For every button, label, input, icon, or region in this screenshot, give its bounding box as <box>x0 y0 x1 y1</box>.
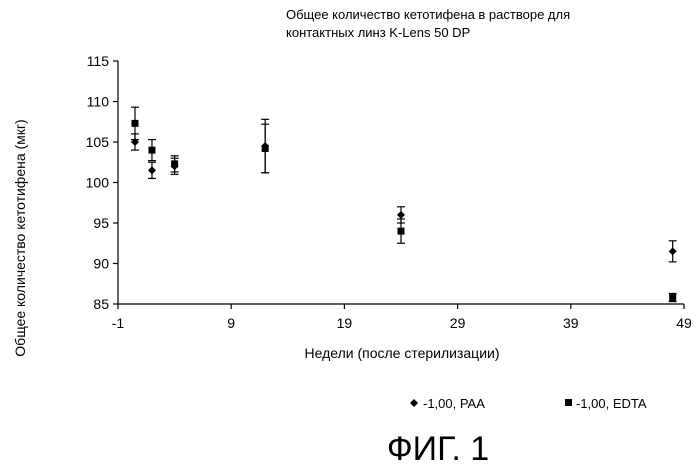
data-point-diamond <box>669 247 677 255</box>
data-marks <box>131 107 677 301</box>
legend: -1,00, PAA -1,00, EDTA <box>410 396 647 411</box>
x-tick-label: -1 <box>112 315 125 331</box>
chart-title-line-1: Общее количество кетотифена в растворе д… <box>286 7 570 22</box>
y-tick-label: 85 <box>93 296 109 312</box>
legend-item-paa: -1,00, PAA <box>410 396 485 411</box>
legend-square-marker <box>565 399 572 406</box>
legend-label-paa: -1,00, PAA <box>423 396 485 411</box>
x-tick-label: 39 <box>563 315 579 331</box>
y-tick-label: 90 <box>93 256 109 272</box>
y-tick-label: 110 <box>87 94 110 110</box>
y-tick-label: 100 <box>86 175 110 191</box>
y-tick-label: 105 <box>86 134 110 150</box>
y-tick-label: 95 <box>93 215 109 231</box>
legend-item-edta: -1,00, EDTA <box>565 396 647 411</box>
data-point-square <box>262 145 269 152</box>
series-paa <box>131 119 677 262</box>
y-ticks: 85 90 95 100 105 110 115 <box>86 53 118 312</box>
x-tick-label: 19 <box>337 315 353 331</box>
data-point-square <box>171 160 178 167</box>
data-point-square <box>398 228 405 235</box>
series-edta <box>131 107 677 301</box>
y-tick-label: 115 <box>87 53 110 69</box>
y-axis-label: Общее количество кетотифена (мкг) <box>12 119 28 356</box>
legend-diamond-marker <box>410 399 418 407</box>
data-point-square <box>131 120 138 127</box>
data-point-diamond <box>148 166 156 174</box>
x-tick-label: 29 <box>450 315 466 331</box>
x-ticks: -1 9 19 29 39 49 <box>112 304 692 331</box>
x-axis-label: Недели (после стерилизации) <box>305 345 500 361</box>
chart-title-line-2: контактных линз K-Lens 50 DP <box>286 25 470 40</box>
x-tick-label: 49 <box>676 315 692 331</box>
data-point-square <box>669 294 676 301</box>
figure-label: ФИГ. 1 <box>387 430 489 468</box>
data-point-diamond <box>397 211 405 219</box>
axes <box>118 61 684 304</box>
legend-label-edta: -1,00, EDTA <box>576 396 647 411</box>
data-point-square <box>148 147 155 154</box>
x-tick-label: 9 <box>227 315 235 331</box>
